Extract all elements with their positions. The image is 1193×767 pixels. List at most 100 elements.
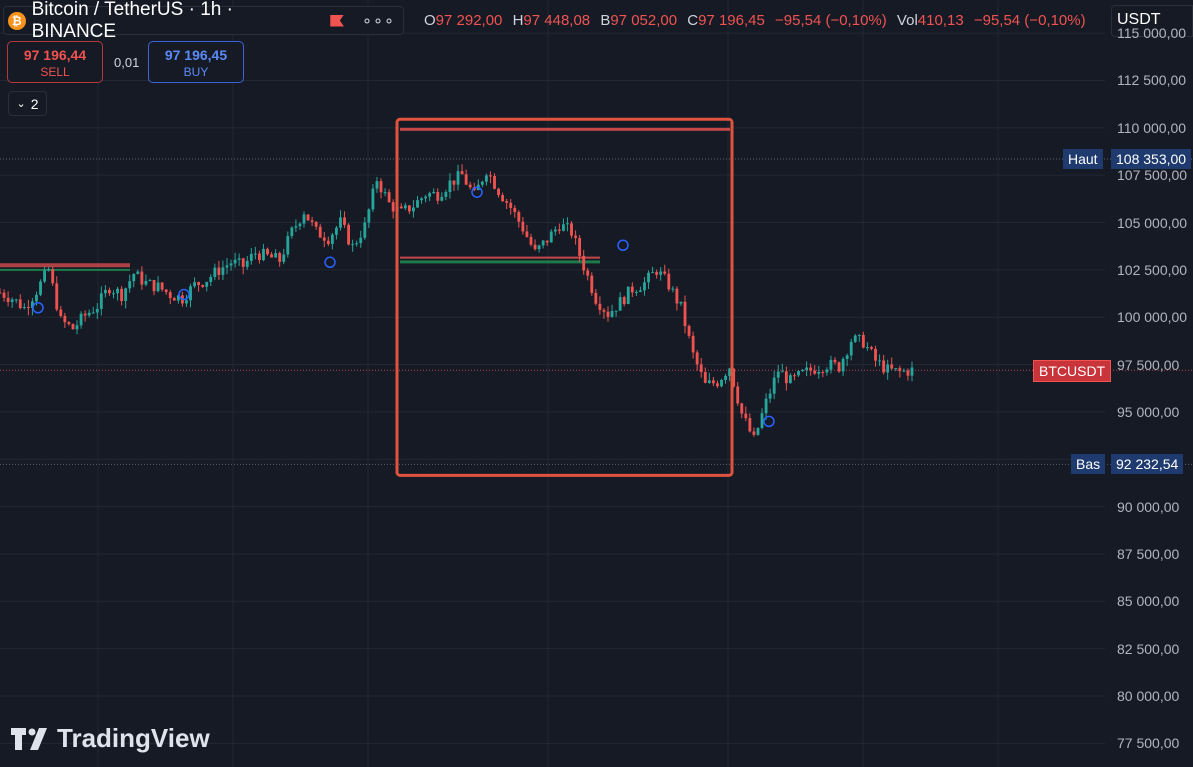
candle-body [6,297,10,302]
candle-body [209,276,213,282]
high-price-tag: 108 353,00 [1111,149,1192,170]
candle-body [314,221,318,227]
candle-body [602,309,606,312]
candle-body [229,263,233,266]
zones [0,127,730,271]
candle-body [484,175,488,182]
candle-body [825,369,829,373]
candle-body [817,371,821,374]
event-marker-icon [324,256,336,269]
candle-body [347,224,351,245]
candle-body [375,181,379,189]
candle-body [79,313,83,326]
candle-body [355,243,359,245]
candle-body [152,280,156,292]
candle-body [59,309,63,316]
collapse-indicators-button[interactable]: ⌄ 2 [8,91,47,116]
candle-body [383,192,387,194]
candle-body [667,273,671,290]
candle-body [124,288,128,302]
candle-body [424,196,428,199]
candle-body [837,362,841,372]
candle-body [416,200,419,208]
watermark-text: TradingView [57,723,210,753]
bitcoin-icon: ₿ [8,11,26,30]
candle-body [407,205,411,212]
candle-body [732,368,736,387]
sell-price: 97 196,44 [23,47,87,63]
volume-change: −95,54 (−0,10%) [973,12,1086,29]
candle-body [379,181,383,193]
candle-body [570,223,573,236]
buy-button[interactable]: 97 196,45 BUY [148,41,244,83]
sell-button[interactable]: 97 196,44 SELL [7,41,103,83]
candle-body [614,310,618,312]
candle-body [853,335,857,342]
event-marker-icon [763,415,775,428]
candle-body [440,196,444,201]
candle-body [456,171,460,185]
symbol-title[interactable]: ₿ Bitcoin / TetherUS · 1h · BINANCE ∘∘∘ [3,0,404,42]
high-tag: Haut [1063,149,1103,170]
candle-body [882,360,886,373]
candle-body [821,371,825,373]
candle-body [894,368,898,370]
candle-body [108,289,111,294]
spread-value: 0,01 [114,55,140,70]
highlight-rectangle[interactable] [395,117,734,477]
candle-body [655,272,659,275]
candle-body [156,282,160,292]
candle-body [0,292,2,294]
tradingview-watermark[interactable]: TradingView [11,723,210,754]
range-mid-line-green [400,260,600,264]
price-axis-label: 100 000,00 [1117,309,1188,326]
candle-body [509,202,513,208]
low-tag-label: Bas [1076,456,1101,473]
volume-value: 410,13 [917,12,964,29]
candle-body [480,181,484,185]
candle-body [902,370,906,372]
candle-body [140,271,144,285]
candle-body [326,240,330,244]
candle-body [270,254,273,258]
buy-price: 97 196,45 [164,47,228,63]
more-icon[interactable]: ∘∘∘ [361,12,395,30]
low-tag-value: 92 232,54 [1116,456,1179,473]
candle-body [31,301,34,309]
price-axis-label: 115 000,00 [1117,25,1187,42]
candle-body [809,367,813,371]
candle-body [225,265,229,268]
candle-body [436,191,440,201]
price-axis-label: 77 500,00 [1117,735,1180,752]
candle-body [387,192,391,203]
candle-body [335,227,338,235]
event-marker-icon [32,301,44,314]
candle-body [185,300,188,304]
candle-body [545,240,549,243]
candle-body [598,303,602,310]
candle-body [428,193,432,197]
candle-body [103,289,107,294]
markers [32,186,775,428]
candle-body [245,260,249,267]
candle-body [849,341,853,356]
candle-body [95,308,99,313]
candle-body [112,293,115,295]
candle-body [132,274,136,282]
symbol-title-text: Bitcoin / TetherUS · 1h · BINANCE [31,0,233,42]
candle-body [339,217,342,228]
flag-icon[interactable] [330,14,344,27]
candle-body [716,383,719,387]
price-axis-label: 102 500,00 [1117,261,1188,278]
candle-body [18,299,22,309]
candle-body [330,234,334,244]
candle-body [845,355,849,359]
candle-body [391,202,395,212]
candle-body [26,306,30,309]
candle-body [756,427,760,435]
candle-body [290,227,294,237]
low-price-tag: 92 232,54 [1111,454,1184,475]
candle-body [793,375,796,377]
candles [0,164,914,437]
